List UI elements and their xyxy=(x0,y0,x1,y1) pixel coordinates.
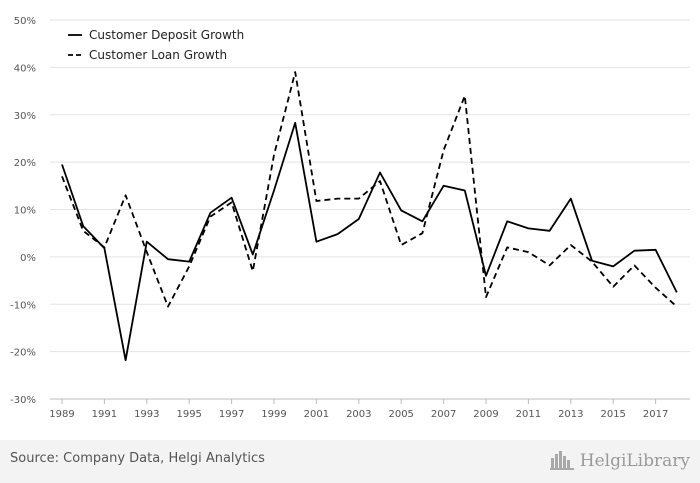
y-axis-tick-labels: 50% 40% 30% 20% 10% 0% -10% -20% -30% xyxy=(10,16,36,406)
y-tick-label: -10% xyxy=(10,300,36,311)
brand-logo[interactable]: HelgiLibrary xyxy=(549,448,690,475)
library-icon xyxy=(549,448,576,475)
legend: Customer Deposit Growth Customer Loan Gr… xyxy=(68,28,244,62)
y-tick-label: 20% xyxy=(14,158,36,169)
x-tick-label: 2005 xyxy=(388,409,413,420)
legend-label-loan: Customer Loan Growth xyxy=(89,48,227,62)
y-tick-label: -30% xyxy=(10,395,36,406)
x-tick-label: 2001 xyxy=(304,409,329,420)
legend-label-deposit: Customer Deposit Growth xyxy=(89,28,244,42)
x-tick-label: 2013 xyxy=(558,409,583,420)
series-line-loan xyxy=(61,71,678,308)
x-axis-tick-labels: 1989 1991 1993 1995 1997 1999 2001 2003 2005 2007… xyxy=(49,399,668,420)
y-tick-label: 40% xyxy=(14,63,36,74)
gridlines xyxy=(50,19,690,353)
x-tick-label: 2015 xyxy=(600,409,625,420)
x-tick-label: 1997 xyxy=(219,409,244,420)
source-text: Source: Company Data, Helgi Analytics xyxy=(10,451,265,466)
y-tick-label: 30% xyxy=(14,111,36,122)
y-tick-label: 10% xyxy=(14,206,36,217)
footer: Source: Company Data, Helgi Analytics He… xyxy=(0,440,700,483)
x-tick-label: 1995 xyxy=(176,409,201,420)
x-tick-label: 1991 xyxy=(92,409,117,420)
x-tick-label: 1989 xyxy=(49,409,74,420)
series-lines xyxy=(61,71,678,362)
x-tick-label: 1999 xyxy=(261,409,286,420)
x-tick-label: 2011 xyxy=(516,409,541,420)
x-tick-label: 2007 xyxy=(431,409,456,420)
y-tick-label: -20% xyxy=(10,348,36,359)
series-line-deposit xyxy=(61,121,678,362)
line-chart: 50%40%30%20%10%0%-10%-20%-30% 1989 1991 19… xyxy=(10,16,690,420)
x-tick-label: 2009 xyxy=(473,409,498,420)
y-tick-label: 50% xyxy=(14,16,36,27)
brand-name: HelgiLibrary xyxy=(579,451,690,471)
y-tick-label: 0% xyxy=(20,253,36,264)
x-tick-label: 1993 xyxy=(134,409,159,420)
x-tick-label: 2003 xyxy=(346,409,371,420)
x-tick-label: 2017 xyxy=(643,409,668,420)
